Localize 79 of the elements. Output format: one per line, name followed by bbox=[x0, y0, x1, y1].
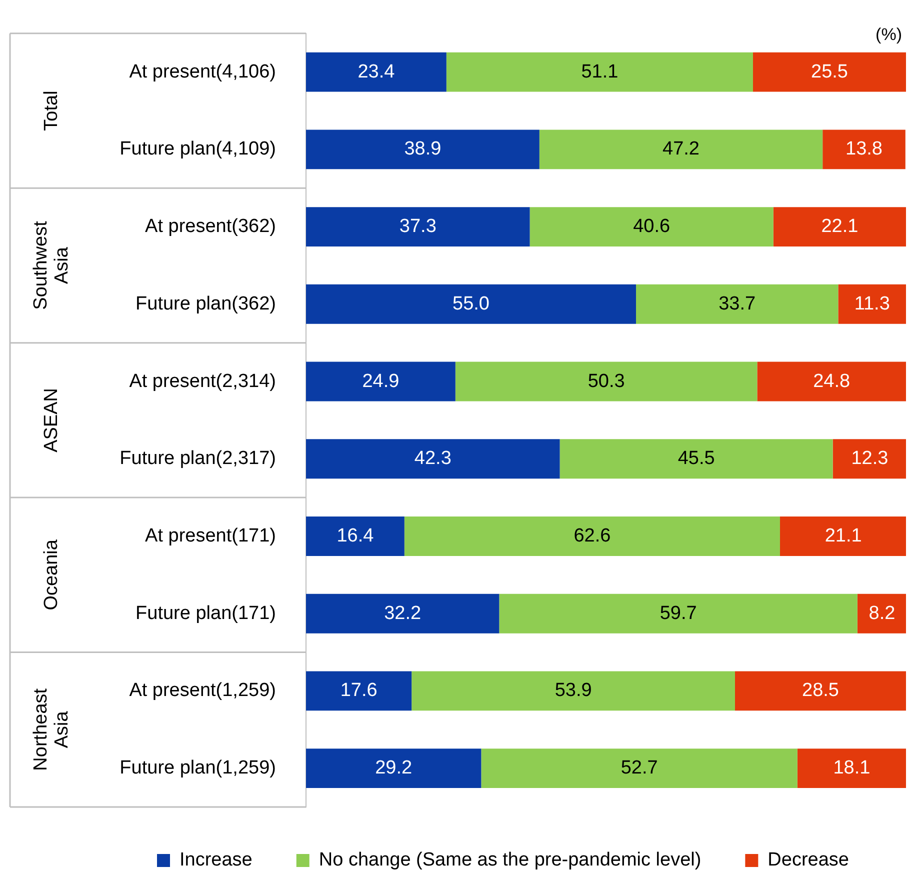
bar bbox=[306, 594, 500, 634]
bar bbox=[306, 52, 446, 92]
annotation: (%) bbox=[876, 25, 902, 44]
bar bbox=[306, 207, 530, 247]
data-label: 17.6 bbox=[340, 680, 378, 702]
data-label: 23.4 bbox=[358, 61, 396, 82]
legend-label: No change (Same as the pre-pandemic level) bbox=[318, 850, 702, 871]
bar bbox=[481, 748, 798, 788]
bar bbox=[753, 52, 906, 92]
data-label: 24.8 bbox=[813, 370, 850, 392]
y-tick-label: Future plan(2,317) bbox=[120, 448, 276, 470]
bar bbox=[735, 671, 906, 711]
data-label: 24.9 bbox=[362, 370, 400, 392]
data-label: 25.5 bbox=[811, 61, 848, 82]
data-label: 18.1 bbox=[833, 758, 870, 779]
text: Northeast Asia bbox=[30, 688, 73, 771]
bar bbox=[446, 52, 753, 92]
text: ASEAN bbox=[41, 388, 62, 452]
bar bbox=[857, 594, 906, 634]
data-label: 42.3 bbox=[414, 448, 452, 470]
text: Southwest Asia bbox=[30, 220, 73, 310]
data-label: 55.0 bbox=[452, 293, 490, 314]
legend-label: Increase bbox=[180, 850, 252, 871]
bar bbox=[306, 284, 636, 324]
data-label: 51.1 bbox=[581, 61, 618, 82]
text: Oceania bbox=[41, 539, 62, 610]
bar bbox=[306, 362, 456, 402]
data-label: 52.7 bbox=[620, 758, 658, 779]
bar bbox=[773, 207, 906, 247]
bar bbox=[306, 671, 412, 711]
bar bbox=[757, 362, 906, 402]
data-label: 59.7 bbox=[660, 602, 697, 624]
y-tick-label: At present(4,106) bbox=[129, 61, 276, 82]
bar bbox=[455, 362, 758, 402]
data-label: 16.4 bbox=[336, 525, 374, 546]
bar bbox=[797, 748, 906, 788]
y-tick-label: Future plan(171) bbox=[136, 602, 276, 624]
data-label: 62.6 bbox=[574, 525, 611, 546]
data-label: 33.7 bbox=[718, 293, 756, 314]
text: Total bbox=[41, 90, 62, 131]
bar bbox=[838, 284, 906, 324]
y-tick-label: At present(1,259) bbox=[129, 680, 276, 702]
bar bbox=[560, 439, 833, 479]
data-label: 53.9 bbox=[554, 680, 592, 702]
y-tick-label: At present(362) bbox=[145, 216, 276, 238]
legend-label: Decrease bbox=[768, 850, 850, 871]
y-tick-label: At present(2,314) bbox=[129, 370, 276, 392]
data-label: 45.5 bbox=[678, 448, 715, 470]
data-label: 8.2 bbox=[868, 602, 896, 624]
bar bbox=[306, 439, 560, 479]
data-label: 47.2 bbox=[662, 138, 700, 160]
bar bbox=[530, 207, 774, 247]
data-label: 50.3 bbox=[588, 370, 625, 392]
bar bbox=[822, 130, 906, 170]
data-label: 12.3 bbox=[851, 448, 888, 470]
data-label: 13.8 bbox=[846, 138, 882, 160]
data-label: 37.3 bbox=[399, 216, 436, 238]
data-label: 28.5 bbox=[802, 680, 839, 702]
y-tick-label: Future plan(4,109) bbox=[120, 138, 276, 160]
bar bbox=[412, 671, 735, 711]
data-label: 32.2 bbox=[384, 602, 422, 624]
bar bbox=[306, 130, 540, 170]
y-tick-label: Future plan(1,259) bbox=[120, 758, 276, 779]
bar bbox=[306, 748, 482, 788]
data-label: 38.9 bbox=[404, 138, 442, 160]
data-label: 21.1 bbox=[824, 525, 862, 546]
bar bbox=[499, 594, 858, 634]
bar bbox=[636, 284, 838, 324]
bar bbox=[780, 516, 906, 556]
bar bbox=[832, 439, 906, 479]
data-label: 29.2 bbox=[375, 758, 412, 779]
bar bbox=[306, 516, 404, 556]
bar bbox=[404, 516, 780, 556]
data-label: 40.6 bbox=[633, 216, 670, 238]
data-label: 11.3 bbox=[854, 293, 890, 314]
y-tick-label: At present(171) bbox=[145, 525, 276, 546]
data-label: 22.1 bbox=[821, 216, 858, 238]
bar bbox=[539, 130, 823, 170]
y-tick-label: Future plan(362) bbox=[136, 293, 276, 314]
